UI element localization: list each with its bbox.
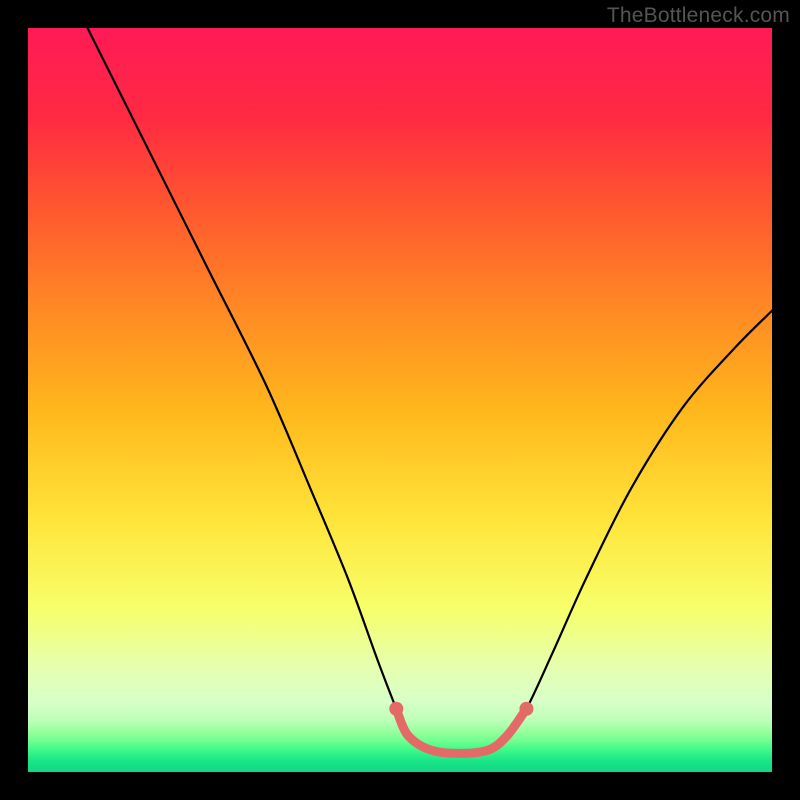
chart-svg: [0, 0, 800, 800]
gradient-background: [28, 28, 772, 772]
highlight-endcap-right: [519, 702, 533, 716]
watermark-text: TheBottleneck.com: [607, 4, 790, 28]
bottleneck-chart: TheBottleneck.com: [0, 0, 800, 800]
highlight-endcap-left: [389, 702, 403, 716]
